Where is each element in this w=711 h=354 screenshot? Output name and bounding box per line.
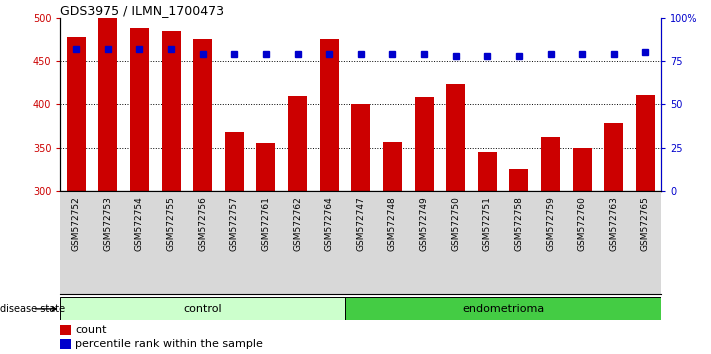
Text: percentile rank within the sample: percentile rank within the sample bbox=[75, 339, 263, 349]
Bar bbox=[257, 143, 275, 191]
Bar bbox=[447, 84, 465, 191]
Text: GSM572752: GSM572752 bbox=[72, 196, 81, 251]
Text: disease state: disease state bbox=[0, 304, 65, 314]
Bar bbox=[345, 297, 661, 320]
Bar bbox=[67, 37, 86, 191]
Text: GSM572764: GSM572764 bbox=[325, 196, 333, 251]
Text: GSM572763: GSM572763 bbox=[609, 196, 619, 251]
Text: GSM572757: GSM572757 bbox=[230, 196, 239, 251]
Bar bbox=[351, 104, 370, 191]
Text: GSM572761: GSM572761 bbox=[262, 196, 270, 251]
Text: control: control bbox=[183, 304, 222, 314]
Text: GSM572758: GSM572758 bbox=[515, 196, 523, 251]
Text: GSM572760: GSM572760 bbox=[577, 196, 587, 251]
Bar bbox=[572, 148, 592, 191]
Text: GSM572765: GSM572765 bbox=[641, 196, 650, 251]
Text: count: count bbox=[75, 325, 107, 335]
Text: GSM572753: GSM572753 bbox=[103, 196, 112, 251]
Bar bbox=[541, 137, 560, 191]
Text: GSM572755: GSM572755 bbox=[166, 196, 176, 251]
Text: GSM572750: GSM572750 bbox=[451, 196, 460, 251]
Bar bbox=[415, 97, 434, 191]
Bar bbox=[130, 28, 149, 191]
Bar bbox=[604, 122, 624, 191]
Bar bbox=[60, 297, 345, 320]
Text: GSM572747: GSM572747 bbox=[356, 196, 365, 251]
Bar bbox=[478, 152, 497, 191]
Text: GSM572748: GSM572748 bbox=[388, 196, 397, 251]
Bar bbox=[98, 18, 117, 191]
Text: GSM572751: GSM572751 bbox=[483, 196, 492, 251]
Text: endometrioma: endometrioma bbox=[462, 304, 544, 314]
Bar bbox=[288, 96, 307, 191]
Bar bbox=[161, 31, 181, 191]
Text: GSM572762: GSM572762 bbox=[293, 196, 302, 251]
Text: GSM572754: GSM572754 bbox=[135, 196, 144, 251]
Text: GSM572749: GSM572749 bbox=[419, 196, 429, 251]
Bar bbox=[60, 339, 71, 349]
Text: GDS3975 / ILMN_1700473: GDS3975 / ILMN_1700473 bbox=[60, 4, 225, 17]
Bar bbox=[193, 39, 212, 191]
Bar bbox=[225, 132, 244, 191]
Bar bbox=[60, 325, 71, 335]
Bar bbox=[636, 95, 655, 191]
Bar bbox=[383, 142, 402, 191]
Text: GSM572756: GSM572756 bbox=[198, 196, 207, 251]
Text: GSM572759: GSM572759 bbox=[546, 196, 555, 251]
Bar bbox=[510, 170, 528, 191]
Bar bbox=[320, 39, 338, 191]
